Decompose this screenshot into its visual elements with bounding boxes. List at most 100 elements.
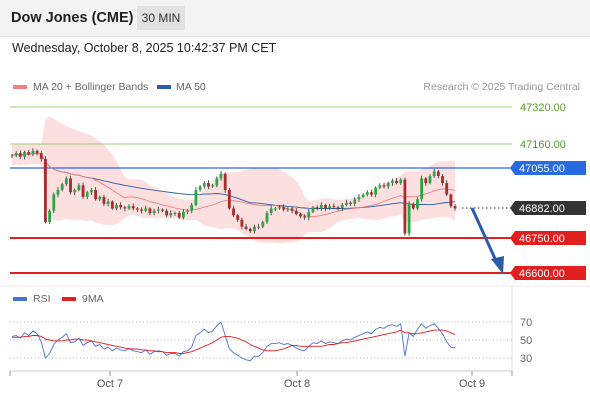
candle-body [353,199,357,204]
candle-body [223,173,227,190]
candle-body [315,207,319,209]
candle-body [152,210,156,213]
candle-body [286,208,290,210]
candle-body [349,202,352,204]
candle-body [390,180,394,184]
candle-body [232,208,235,216]
candle-body [27,152,31,155]
candle-body [190,204,194,211]
candle-body [198,186,202,190]
level-label-1: 47160.00 [520,139,566,151]
level-badges-layer: 47320.00 47160.00 47055.00 46882.00 46750.00… [510,102,586,280]
candle-body [119,204,123,208]
candle-body [140,209,143,211]
candle-body [244,226,248,229]
candle-body [211,185,215,187]
research-credit: Research © 2025 Trading Central [423,81,580,93]
candle-body [319,204,323,209]
legend-label-9ma: 9MA [82,293,104,305]
candle-body [18,153,22,157]
candle-body [436,171,440,177]
level-label-2: 47055.00 [519,163,565,175]
candle-body [269,208,273,213]
x-axis: Oct 7 Oct 8 Oct 9 [9,286,513,390]
moving-average-layer [11,153,456,218]
candle-body [420,178,424,200]
candle-body [403,179,407,234]
x-tick-label-2: Oct 9 [459,378,485,390]
candle-body [56,189,60,195]
candle-body [165,210,169,216]
candles-layer [10,148,457,237]
candle-body [194,189,198,205]
x-tick-label-1: Oct 8 [284,378,310,390]
legend-main: MA 20 + Bollinger Bands MA 50 [13,81,206,93]
candle-body [424,178,428,184]
candle-body [10,155,14,157]
candle-body [365,192,369,195]
candle-body [177,213,181,218]
level-label-0: 47320.00 [520,102,566,114]
candle-body [60,184,64,190]
legend-swatch-rsi [13,297,27,301]
bollinger-band [12,116,456,244]
candle-body [236,215,240,220]
legend-swatch-9ma [62,297,76,301]
candle-body [416,199,419,209]
candle-body [102,196,106,204]
candle-body [328,206,332,209]
candle-body [345,202,348,205]
candle-body [219,173,223,179]
level-badge-3 [510,201,586,215]
candle-body [432,171,436,177]
candle-body [453,206,457,209]
level-label-5: 46600.00 [519,268,565,280]
candle-body [144,208,148,211]
rsi-panel: 70 50 30 [10,317,532,365]
candle-body [110,201,114,209]
legend-swatch-ma50 [157,85,171,89]
interval-button[interactable]: 30 MIN [137,6,185,30]
candle-body [411,203,415,209]
candle-body [123,207,127,209]
candle-body [81,185,85,197]
x-tick-label-0: Oct 7 [97,378,123,390]
trend-arrow-layer [470,207,504,274]
candle-body [127,206,131,209]
rsi-tick-label-0: 70 [520,317,532,329]
candle-body [90,189,93,193]
candle-body [278,207,281,209]
candle-body [299,214,302,217]
candle-body [85,192,89,197]
legend-rsi: RSI 9MA [13,293,104,305]
candle-body [181,211,185,218]
legend-label-ma20: MA 20 + Bollinger Bands [33,81,148,93]
candle-body [35,150,39,154]
legend-label-rsi: RSI [33,293,51,305]
candle-body [73,189,77,193]
candle-body [374,187,378,195]
candle-body [186,210,189,212]
candle-body [31,150,35,155]
candle-body [265,213,269,223]
candle-body [207,183,210,187]
candle-body [253,226,256,232]
candle-body [294,210,298,215]
candle-body [14,153,18,156]
legend-label-ma50: MA 50 [176,81,206,93]
chart-header-bar: Dow Jones (CME) 30 MIN [0,0,590,37]
candle-body [303,216,306,218]
candle-body [215,178,219,186]
level-badge-2 [510,161,586,175]
chart-datetime: Wednesday, October 8, 2025 10:42:37 PM C… [12,41,277,55]
rsi-tick-label-1: 50 [520,335,532,347]
candle-body [115,204,118,209]
candle-body [340,204,344,209]
candle-body [23,152,26,157]
candle-body [202,183,206,187]
candle-body [240,219,244,227]
candle-body [148,208,152,213]
candle-body [361,194,365,197]
candle-body [378,185,382,188]
rsi-tick-label-2: 30 [520,353,532,365]
